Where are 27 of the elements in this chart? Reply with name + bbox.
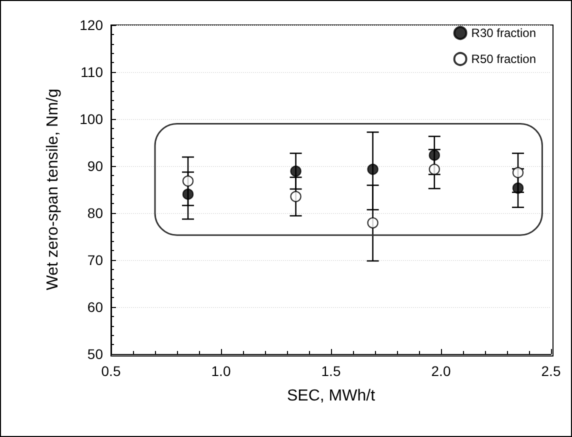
point [428,164,440,175]
x-tick-label: 2.5 [541,363,561,379]
point [290,166,302,177]
legend-label: R30 fraction [471,26,536,40]
y-tick-label: 50 [87,346,104,362]
point [512,182,524,194]
point [290,190,302,202]
point [182,188,194,200]
x-tick-label: 1.0 [211,363,231,379]
x-tick-label: 1.5 [321,363,341,379]
y-tick-label: 90 [87,158,104,174]
y-tick-label: 100 [80,111,104,127]
x-tick-label: 2.0 [431,363,451,379]
y-axis-title: Wet zero-span tensile, Nm/g [44,88,62,290]
x-axis-title: SEC, MWh/t [286,388,376,404]
legend-label: R50 fraction [471,52,536,66]
point [512,166,524,178]
point [367,164,378,175]
y-tick-label: 110 [80,64,104,80]
y-tick-label: 120 [80,17,104,33]
y-tick-label: 80 [87,205,104,221]
y-tick-label: 70 [87,252,104,268]
point [367,217,378,228]
x-tick-label: 0.5 [101,363,121,379]
y-tick-label: 60 [87,299,104,315]
point [182,175,194,187]
point [428,150,440,161]
